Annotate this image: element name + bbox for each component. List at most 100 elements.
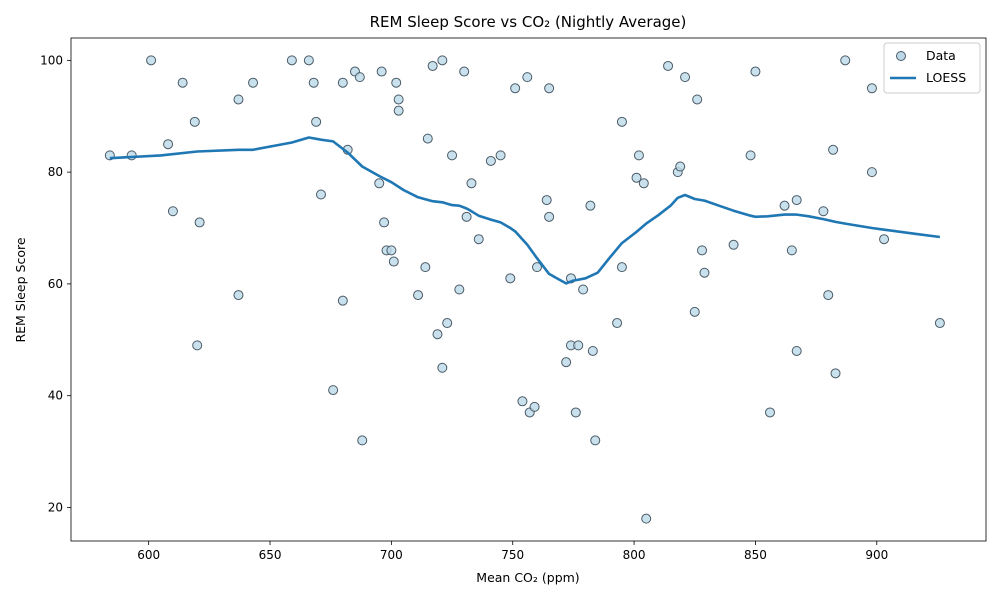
data-point bbox=[818, 206, 829, 217]
data-point bbox=[386, 245, 397, 256]
y-tick-label: 60 bbox=[48, 277, 63, 291]
data-point bbox=[663, 60, 674, 71]
data-point bbox=[376, 66, 387, 77]
data-point bbox=[146, 55, 157, 66]
data-point bbox=[680, 72, 691, 83]
data-point bbox=[391, 77, 402, 88]
data-point bbox=[578, 284, 589, 295]
data-point bbox=[517, 396, 528, 407]
data-point bbox=[442, 318, 453, 329]
y-axis-label: REM Sleep Score bbox=[13, 237, 28, 342]
data-point bbox=[764, 407, 775, 418]
data-point bbox=[505, 273, 516, 284]
data-point bbox=[561, 357, 572, 368]
data-point bbox=[495, 150, 506, 161]
data-point bbox=[315, 189, 326, 200]
data-point bbox=[791, 345, 802, 356]
x-tick-label: 900 bbox=[865, 548, 888, 562]
data-point bbox=[413, 290, 424, 301]
chart-title: REM Sleep Score vs CO₂ (Nightly Average) bbox=[370, 13, 687, 31]
data-point bbox=[866, 83, 877, 94]
legend-label-data: Data bbox=[926, 48, 956, 63]
data-point bbox=[638, 178, 649, 189]
data-point bbox=[461, 211, 472, 222]
data-point bbox=[697, 245, 708, 256]
data-point bbox=[728, 239, 739, 250]
data-point bbox=[616, 262, 627, 273]
data-point bbox=[454, 284, 465, 295]
data-point bbox=[866, 167, 877, 178]
data-point bbox=[745, 150, 756, 161]
data-point bbox=[573, 340, 584, 351]
data-point bbox=[308, 77, 319, 88]
data-point bbox=[466, 178, 477, 189]
data-point bbox=[590, 435, 601, 446]
data-point bbox=[779, 200, 790, 211]
data-point bbox=[786, 245, 797, 256]
legend-box bbox=[883, 42, 981, 94]
data-point bbox=[437, 362, 448, 373]
data-point bbox=[379, 217, 390, 228]
data-point bbox=[311, 116, 322, 127]
data-point bbox=[840, 55, 851, 66]
data-point bbox=[303, 55, 314, 66]
y-tick-label: 20 bbox=[48, 500, 63, 514]
data-point bbox=[879, 234, 890, 245]
data-point bbox=[357, 435, 368, 446]
data-point bbox=[791, 195, 802, 206]
data-point bbox=[675, 161, 686, 172]
data-point bbox=[337, 77, 348, 88]
data-point bbox=[699, 267, 710, 278]
data-point bbox=[393, 94, 404, 105]
data-point bbox=[689, 306, 700, 317]
data-point bbox=[585, 200, 596, 211]
data-point bbox=[544, 83, 555, 94]
data-point bbox=[393, 105, 404, 116]
x-tick-label: 750 bbox=[501, 548, 524, 562]
y-tick-label: 100 bbox=[40, 53, 63, 67]
data-point bbox=[233, 290, 244, 301]
plot-frame bbox=[70, 37, 987, 542]
data-point bbox=[189, 116, 200, 127]
data-point bbox=[510, 83, 521, 94]
data-point bbox=[541, 195, 552, 206]
data-point bbox=[522, 72, 533, 83]
x-tick-label: 700 bbox=[380, 548, 403, 562]
data-point bbox=[823, 290, 834, 301]
x-tick-label: 600 bbox=[137, 548, 160, 562]
data-point bbox=[422, 133, 433, 144]
data-point bbox=[631, 172, 642, 183]
data-point bbox=[587, 345, 598, 356]
data-point bbox=[633, 150, 644, 161]
data-point bbox=[641, 513, 652, 524]
x-tick-label: 800 bbox=[623, 548, 646, 562]
data-point bbox=[374, 178, 385, 189]
data-point bbox=[459, 66, 470, 77]
x-tick-label: 650 bbox=[259, 548, 282, 562]
data-point bbox=[286, 55, 297, 66]
data-point bbox=[177, 77, 188, 88]
data-point bbox=[337, 295, 348, 306]
data-point bbox=[388, 256, 399, 267]
data-point bbox=[248, 77, 259, 88]
y-tick-label: 40 bbox=[48, 389, 63, 403]
data-point bbox=[437, 55, 448, 66]
data-point bbox=[570, 407, 581, 418]
data-point bbox=[167, 206, 178, 217]
data-point bbox=[432, 329, 443, 340]
data-point bbox=[192, 340, 203, 351]
data-point bbox=[233, 94, 244, 105]
y-tick-label: 80 bbox=[48, 165, 63, 179]
data-point bbox=[529, 401, 540, 412]
data-point bbox=[485, 155, 496, 166]
x-axis-label: Mean CO₂ (ppm) bbox=[476, 570, 579, 585]
data-point bbox=[328, 385, 339, 396]
data-point bbox=[750, 66, 761, 77]
data-point bbox=[194, 217, 205, 228]
data-point bbox=[447, 150, 458, 161]
data-point bbox=[420, 262, 431, 273]
data-point bbox=[473, 234, 484, 245]
data-point bbox=[612, 318, 623, 329]
legend-marker-data bbox=[896, 51, 906, 61]
